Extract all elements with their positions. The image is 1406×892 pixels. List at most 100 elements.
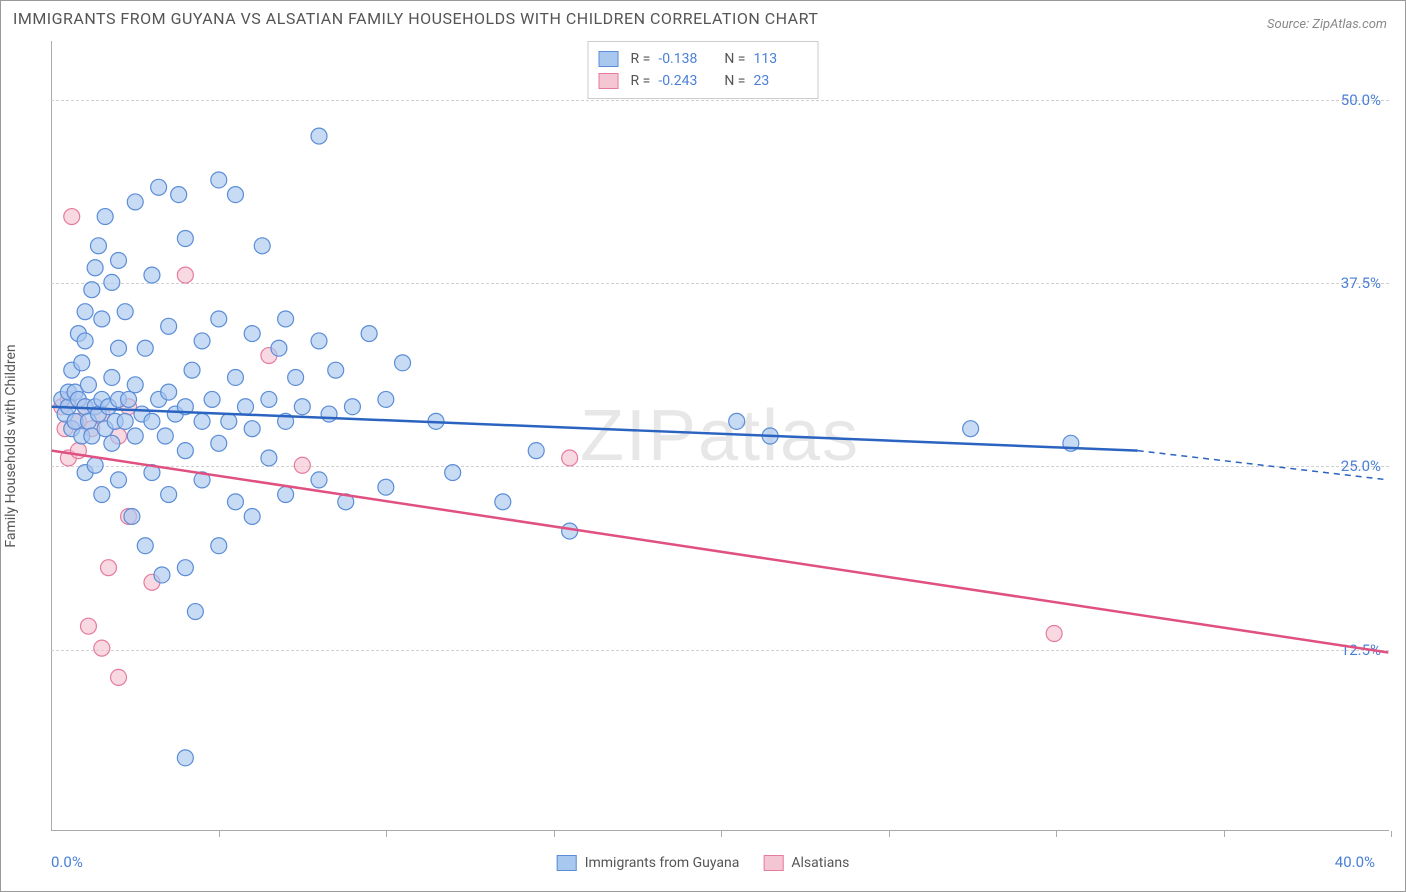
data-point: [211, 538, 227, 554]
data-point: [177, 750, 193, 766]
data-point: [177, 267, 193, 283]
data-point: [278, 311, 294, 327]
data-point: [111, 340, 127, 356]
data-point: [111, 472, 127, 488]
data-point: [227, 494, 243, 510]
data-point: [101, 560, 117, 576]
data-point: [184, 362, 200, 378]
data-point: [117, 304, 133, 320]
data-point: [137, 538, 153, 554]
x-tick: [1391, 831, 1392, 837]
data-point: [151, 179, 167, 195]
data-point: [94, 311, 110, 327]
data-point: [161, 318, 177, 334]
data-point: [84, 282, 100, 298]
data-point: [963, 421, 979, 437]
data-point: [121, 391, 137, 407]
data-point: [144, 413, 160, 429]
y-axis-title: Family Households with Children: [3, 344, 19, 547]
data-point: [729, 413, 745, 429]
data-point: [124, 508, 140, 524]
trend-line: [1138, 451, 1389, 480]
data-point: [221, 413, 237, 429]
data-point: [77, 304, 93, 320]
data-point: [127, 428, 143, 444]
stat-label-n: N =: [724, 70, 745, 92]
data-point: [127, 194, 143, 210]
chart-title: IMMIGRANTS FROM GUYANA VS ALSATIAN FAMIL…: [13, 9, 818, 28]
legend-label-alsatians: Alsatians: [791, 855, 849, 871]
legend-item-alsatians: Alsatians: [763, 855, 849, 871]
stat-label-r: R =: [631, 70, 651, 92]
data-point: [528, 443, 544, 459]
data-point: [94, 640, 110, 656]
data-point: [97, 209, 113, 225]
data-point: [211, 435, 227, 451]
data-point: [328, 362, 344, 378]
data-point: [111, 252, 127, 268]
data-point: [562, 450, 578, 466]
data-point: [238, 399, 254, 415]
trend-line: [52, 451, 1389, 653]
data-point: [187, 604, 203, 620]
data-point: [137, 340, 153, 356]
data-point: [77, 333, 93, 349]
source-attribution: Source: ZipAtlas.com: [1267, 17, 1387, 32]
data-point: [104, 370, 120, 386]
data-point: [87, 457, 103, 473]
data-point: [87, 260, 103, 276]
data-point: [378, 479, 394, 495]
legend-stats: R = -0.138 N = 113 R = -0.243 N = 23: [588, 41, 819, 99]
chart-svg: [51, 41, 1389, 831]
data-point: [104, 274, 120, 290]
legend-label-guyana: Immigrants from Guyana: [585, 855, 740, 871]
x-tick: [554, 831, 555, 837]
data-point: [211, 172, 227, 188]
data-point: [177, 560, 193, 576]
legend-stats-row-guyana: R = -0.138 N = 113: [599, 48, 808, 70]
data-point: [1046, 626, 1062, 642]
x-axis-min-label: 0.0%: [51, 853, 83, 871]
data-point: [64, 209, 80, 225]
data-point: [94, 487, 110, 503]
data-point: [211, 311, 227, 327]
legend-swatch-guyana-icon: [557, 855, 577, 871]
data-point: [171, 187, 187, 203]
data-point: [161, 384, 177, 400]
legend-series: Immigrants from Guyana Alsatians: [557, 855, 850, 871]
data-point: [311, 472, 327, 488]
data-point: [378, 391, 394, 407]
data-point: [294, 457, 310, 473]
stat-n-guyana: 113: [753, 48, 807, 70]
x-axis-max-label: 40.0%: [1335, 853, 1375, 871]
data-point: [395, 355, 411, 371]
data-point: [227, 370, 243, 386]
data-point: [80, 618, 96, 634]
data-point: [204, 391, 220, 407]
data-point: [278, 487, 294, 503]
data-point: [111, 669, 127, 685]
data-point: [177, 443, 193, 459]
data-point: [261, 450, 277, 466]
data-point: [157, 428, 173, 444]
stat-label-r: R =: [631, 48, 651, 70]
data-point: [90, 238, 106, 254]
data-point: [271, 340, 287, 356]
data-point: [288, 370, 304, 386]
x-tick: [721, 831, 722, 837]
legend-swatch-alsatians: [599, 73, 619, 89]
data-point: [104, 435, 120, 451]
data-point: [261, 391, 277, 407]
data-point: [445, 465, 461, 481]
data-point: [495, 494, 511, 510]
data-point: [177, 231, 193, 247]
x-tick: [219, 831, 220, 837]
stat-r-alsatians: -0.243: [658, 70, 712, 92]
legend-item-guyana: Immigrants from Guyana: [557, 855, 740, 871]
stat-r-guyana: -0.138: [658, 48, 712, 70]
data-point: [321, 406, 337, 422]
x-tick: [1224, 831, 1225, 837]
data-point: [361, 326, 377, 342]
data-point: [244, 508, 260, 524]
legend-swatch-guyana: [599, 51, 619, 67]
